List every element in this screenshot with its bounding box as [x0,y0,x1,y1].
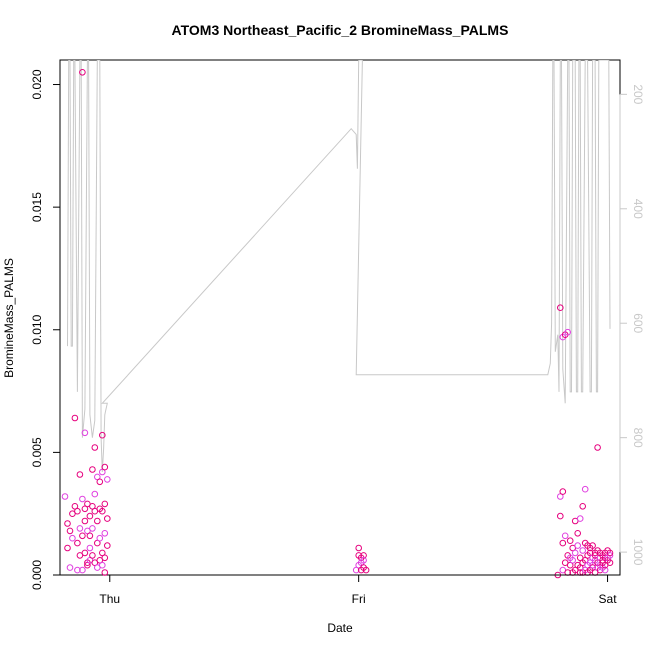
data-point [561,532,569,540]
data-point [69,534,76,542]
data-point [81,549,89,557]
y2-tick-label: 400 [631,199,645,219]
data-point [81,429,89,437]
data-point [74,507,81,515]
y-tick-label: 0.015 [30,192,44,222]
data-point [569,557,577,564]
y2-tick-label: 800 [631,428,645,448]
data-point [79,566,86,574]
axes: Thu Fri Sat 0.000 0.005 0.010 0.015 0.020 200 400… [30,69,645,606]
data-point [574,530,582,537]
plot-frame [59,59,621,576]
data-point [101,463,109,471]
data-point [74,566,81,574]
data-point [81,517,89,525]
data-point [594,444,601,451]
y2-tick-label: 600 [631,313,645,333]
x-axis-label: Date [327,621,353,635]
data-point [561,559,569,567]
data-point [606,559,614,567]
data-point [66,527,74,535]
data-point [91,490,99,498]
data-point [76,471,84,478]
y-axis-label: BromineMass_PALMS [2,258,16,378]
data-point [89,466,96,473]
data-point [64,520,71,527]
data-point [571,549,579,557]
data-point [355,544,363,552]
x-tick-label: Thu [99,592,120,606]
data-point [104,542,111,549]
data-point [101,530,109,537]
data-point [79,495,86,503]
data-point [96,478,104,486]
data-point [101,569,109,576]
data-point [89,552,96,559]
data-point [601,566,609,574]
y-tick-label: 0.020 [30,69,44,99]
data-point [96,534,104,542]
data-point [559,488,567,495]
chart-title: ATOM3 Northeast_Pacific_2 BromineMass_PA… [172,22,509,38]
y-tick-label: 0.000 [30,560,44,590]
data-point [589,542,596,549]
y2-tick-label: 1000 [631,539,645,566]
data-point [76,525,84,532]
data-point [101,500,109,508]
data-point [581,485,589,493]
y-tick-label: 0.005 [30,437,44,467]
data-point [64,544,71,552]
data-point [362,566,370,574]
data-point [79,532,86,540]
data-point [606,552,614,559]
y2-tick-label: 200 [631,84,645,104]
data-point [99,431,106,439]
data-point [557,512,564,520]
data-point [574,542,582,549]
data-point [91,444,99,451]
data-point [74,539,81,547]
data-point [86,512,94,520]
data-point [79,69,86,76]
data-point [360,552,367,559]
data-point [76,552,84,559]
plot-area [61,60,614,579]
data-point [576,515,584,522]
data-point [69,510,76,518]
data-point [86,544,94,552]
data-point [89,525,96,532]
data-point [606,549,614,557]
data-point [99,507,106,515]
data-point [557,304,564,312]
data-point [99,561,106,569]
y-tick-label: 0.010 [30,314,44,344]
data-point [101,554,109,562]
data-point [66,564,74,571]
x-tick-label: Sat [599,592,618,606]
data-point [86,532,94,540]
data-point [559,539,567,547]
data-point [104,476,111,483]
data-point [564,328,572,336]
x-tick-label: Fri [352,592,366,606]
data-point [94,517,101,525]
data-point [71,414,79,422]
data-point [360,557,367,564]
data-point [104,515,111,522]
data-point [61,493,69,500]
data-point [579,503,587,510]
pressure-line [67,60,611,473]
data-point [579,547,587,554]
data-point [566,537,574,545]
